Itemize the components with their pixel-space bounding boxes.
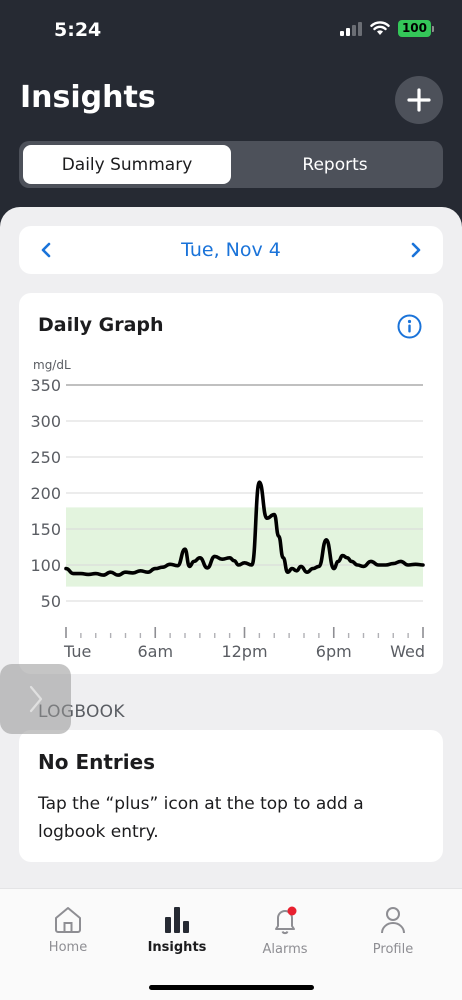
glucose-line bbox=[64, 480, 425, 577]
current-date[interactable]: Tue, Nov 4 bbox=[181, 239, 281, 261]
home-icon bbox=[55, 907, 81, 933]
next-day-button[interactable] bbox=[405, 239, 427, 261]
y-tick-label-350: 350 bbox=[30, 376, 61, 395]
y-axis-unit-label: mg/dL bbox=[33, 358, 71, 372]
chevron-right-icon bbox=[29, 685, 42, 713]
daily-graph-card[interactable]: Daily Graph mg/dL 350 300 250 200 150 100 50 Tue… bbox=[19, 293, 443, 674]
tab-profile-label: Profile bbox=[372, 942, 414, 957]
tab-insights[interactable]: Insights bbox=[132, 905, 222, 955]
info-icon[interactable] bbox=[397, 314, 422, 339]
logbook-empty-text: Tap the “plus” icon at the top to add a … bbox=[38, 794, 364, 842]
floating-expand-button[interactable] bbox=[0, 664, 71, 734]
x-tick-label-4: Wed bbox=[390, 642, 425, 661]
add-entry-button[interactable] bbox=[395, 76, 443, 124]
tab-home[interactable]: Home bbox=[23, 905, 113, 955]
wifi-icon bbox=[370, 21, 390, 35]
previous-day-button[interactable] bbox=[35, 239, 57, 261]
y-tick-label-150: 150 bbox=[30, 520, 61, 539]
y-tick-label-250: 250 bbox=[30, 448, 61, 467]
logbook-title: No Entries bbox=[38, 750, 156, 774]
tab-alarms[interactable]: Alarms bbox=[240, 905, 330, 957]
tab-home-label: Home bbox=[48, 940, 88, 955]
home-indicator bbox=[149, 985, 314, 990]
tab-reports[interactable]: Reports bbox=[302, 154, 368, 175]
y-tick-label-100: 100 bbox=[30, 556, 61, 575]
date-navigator: Tue, Nov 4 bbox=[19, 226, 443, 274]
tab-alarms-label: Alarms bbox=[262, 942, 308, 957]
tab-bar: Home Insights Alarms Profile bbox=[0, 888, 462, 1000]
chevron-left-icon bbox=[41, 242, 51, 258]
status-icons: 100 bbox=[339, 20, 434, 37]
chevron-right-icon bbox=[411, 242, 421, 258]
y-tick-label-300: 300 bbox=[30, 412, 61, 431]
cellular-signal-icon bbox=[339, 21, 362, 36]
x-tick-label-0: Tue bbox=[63, 642, 91, 661]
x-tick-label-1: 6am bbox=[137, 642, 173, 661]
x-tick-label-3: 6pm bbox=[316, 642, 352, 661]
tab-profile[interactable]: Profile bbox=[348, 905, 438, 957]
bar-chart-icon bbox=[165, 907, 189, 933]
x-tick-label-2: 12pm bbox=[221, 642, 267, 661]
status-time: 5:24 bbox=[54, 19, 102, 41]
plus-icon bbox=[407, 88, 431, 112]
y-tick-label-50: 50 bbox=[41, 592, 61, 611]
page-title: Insights bbox=[20, 80, 156, 115]
y-tick-label-200: 200 bbox=[30, 484, 61, 503]
tab-daily-summary[interactable]: Daily Summary bbox=[23, 145, 231, 184]
logbook-card: No Entries Tap the “plus” icon at the to… bbox=[19, 730, 443, 862]
view-segmented-control: Daily Summary Reports bbox=[19, 141, 443, 188]
graph-title: Daily Graph bbox=[38, 314, 164, 336]
battery-tip bbox=[432, 25, 434, 32]
person-icon bbox=[381, 907, 405, 934]
tab-insights-label: Insights bbox=[147, 940, 207, 955]
bell-icon bbox=[275, 906, 297, 935]
status-bar: 5:24 100 bbox=[0, 0, 462, 60]
glucose-chart: mg/dL 350 300 250 200 150 100 50 Tue 6am 12pm 6pm We… bbox=[30, 358, 425, 661]
battery-indicator: 100 bbox=[397, 20, 431, 37]
